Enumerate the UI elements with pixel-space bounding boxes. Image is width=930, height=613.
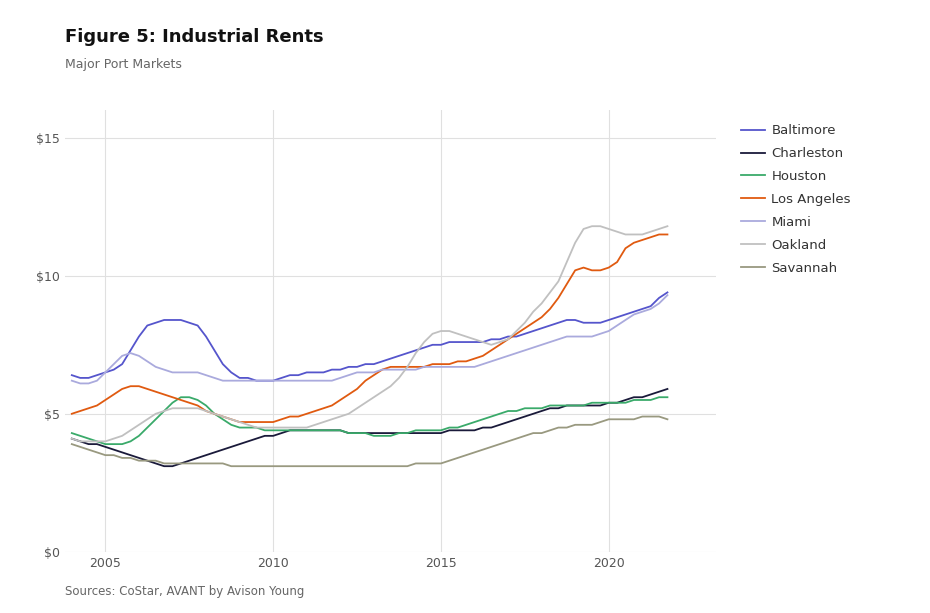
Los Angeles	[410, 363, 421, 370]
Savannah	[226, 462, 237, 470]
Line: Houston: Houston	[72, 397, 668, 444]
Charleston	[477, 424, 488, 432]
Savannah	[452, 454, 463, 462]
Text: Major Port Markets: Major Port Markets	[65, 58, 182, 71]
Savannah	[410, 460, 421, 467]
Legend: Baltimore, Charleston, Houston, Los Angeles, Miami, Oakland, Savannah: Baltimore, Charleston, Houston, Los Ange…	[736, 119, 856, 280]
Oakland	[452, 330, 463, 337]
Los Angeles	[452, 357, 463, 365]
Text: Sources: CoStar, AVANT by Avison Young: Sources: CoStar, AVANT by Avison Young	[65, 585, 304, 598]
Savannah	[477, 446, 488, 454]
Charleston	[66, 435, 77, 443]
Savannah	[662, 416, 673, 423]
Baltimore	[209, 347, 220, 354]
Miami	[66, 377, 77, 384]
Line: Savannah: Savannah	[72, 417, 668, 466]
Houston	[100, 440, 111, 447]
Miami	[218, 377, 229, 384]
Los Angeles	[276, 416, 287, 423]
Baltimore	[276, 374, 287, 381]
Miami	[452, 363, 463, 370]
Houston	[175, 394, 186, 401]
Savannah	[620, 416, 631, 423]
Baltimore	[452, 338, 463, 346]
Los Angeles	[620, 245, 631, 252]
Charleston	[662, 385, 673, 392]
Houston	[66, 429, 77, 436]
Oakland	[586, 223, 597, 230]
Houston	[485, 413, 497, 421]
Miami	[276, 377, 287, 384]
Savannah	[150, 457, 161, 465]
Los Angeles	[66, 410, 77, 417]
Los Angeles	[150, 388, 161, 395]
Charleston	[218, 446, 229, 454]
Line: Charleston: Charleston	[72, 389, 668, 466]
Baltimore	[410, 347, 421, 354]
Charleston	[276, 429, 287, 436]
Los Angeles	[662, 231, 673, 238]
Miami	[662, 291, 673, 299]
Oakland	[74, 438, 86, 445]
Miami	[158, 366, 169, 373]
Charleston	[150, 460, 161, 467]
Los Angeles	[654, 231, 665, 238]
Miami	[477, 360, 488, 368]
Baltimore	[66, 371, 77, 379]
Savannah	[66, 440, 77, 447]
Oakland	[477, 338, 488, 346]
Miami	[74, 380, 86, 387]
Miami	[410, 366, 421, 373]
Line: Los Angeles: Los Angeles	[72, 235, 668, 422]
Los Angeles	[477, 352, 488, 359]
Oakland	[629, 231, 640, 238]
Line: Oakland: Oakland	[72, 226, 668, 441]
Line: Miami: Miami	[72, 295, 668, 384]
Text: Figure 5: Industrial Rents: Figure 5: Industrial Rents	[65, 28, 324, 45]
Charleston	[410, 429, 421, 436]
Houston	[460, 421, 472, 428]
Oakland	[410, 349, 421, 357]
Oakland	[158, 407, 169, 414]
Los Angeles	[234, 418, 246, 425]
Charleston	[158, 462, 169, 470]
Houston	[662, 394, 673, 401]
Houston	[418, 427, 430, 434]
Charleston	[452, 427, 463, 434]
Oakland	[66, 435, 77, 443]
Baltimore	[251, 377, 262, 384]
Baltimore	[477, 338, 488, 346]
Line: Baltimore: Baltimore	[72, 292, 668, 381]
Baltimore	[662, 289, 673, 296]
Baltimore	[150, 319, 161, 326]
Oakland	[276, 424, 287, 432]
Savannah	[276, 462, 287, 470]
Houston	[629, 397, 640, 404]
Houston	[285, 427, 296, 434]
Savannah	[637, 413, 648, 421]
Houston	[158, 407, 169, 414]
Oakland	[662, 223, 673, 230]
